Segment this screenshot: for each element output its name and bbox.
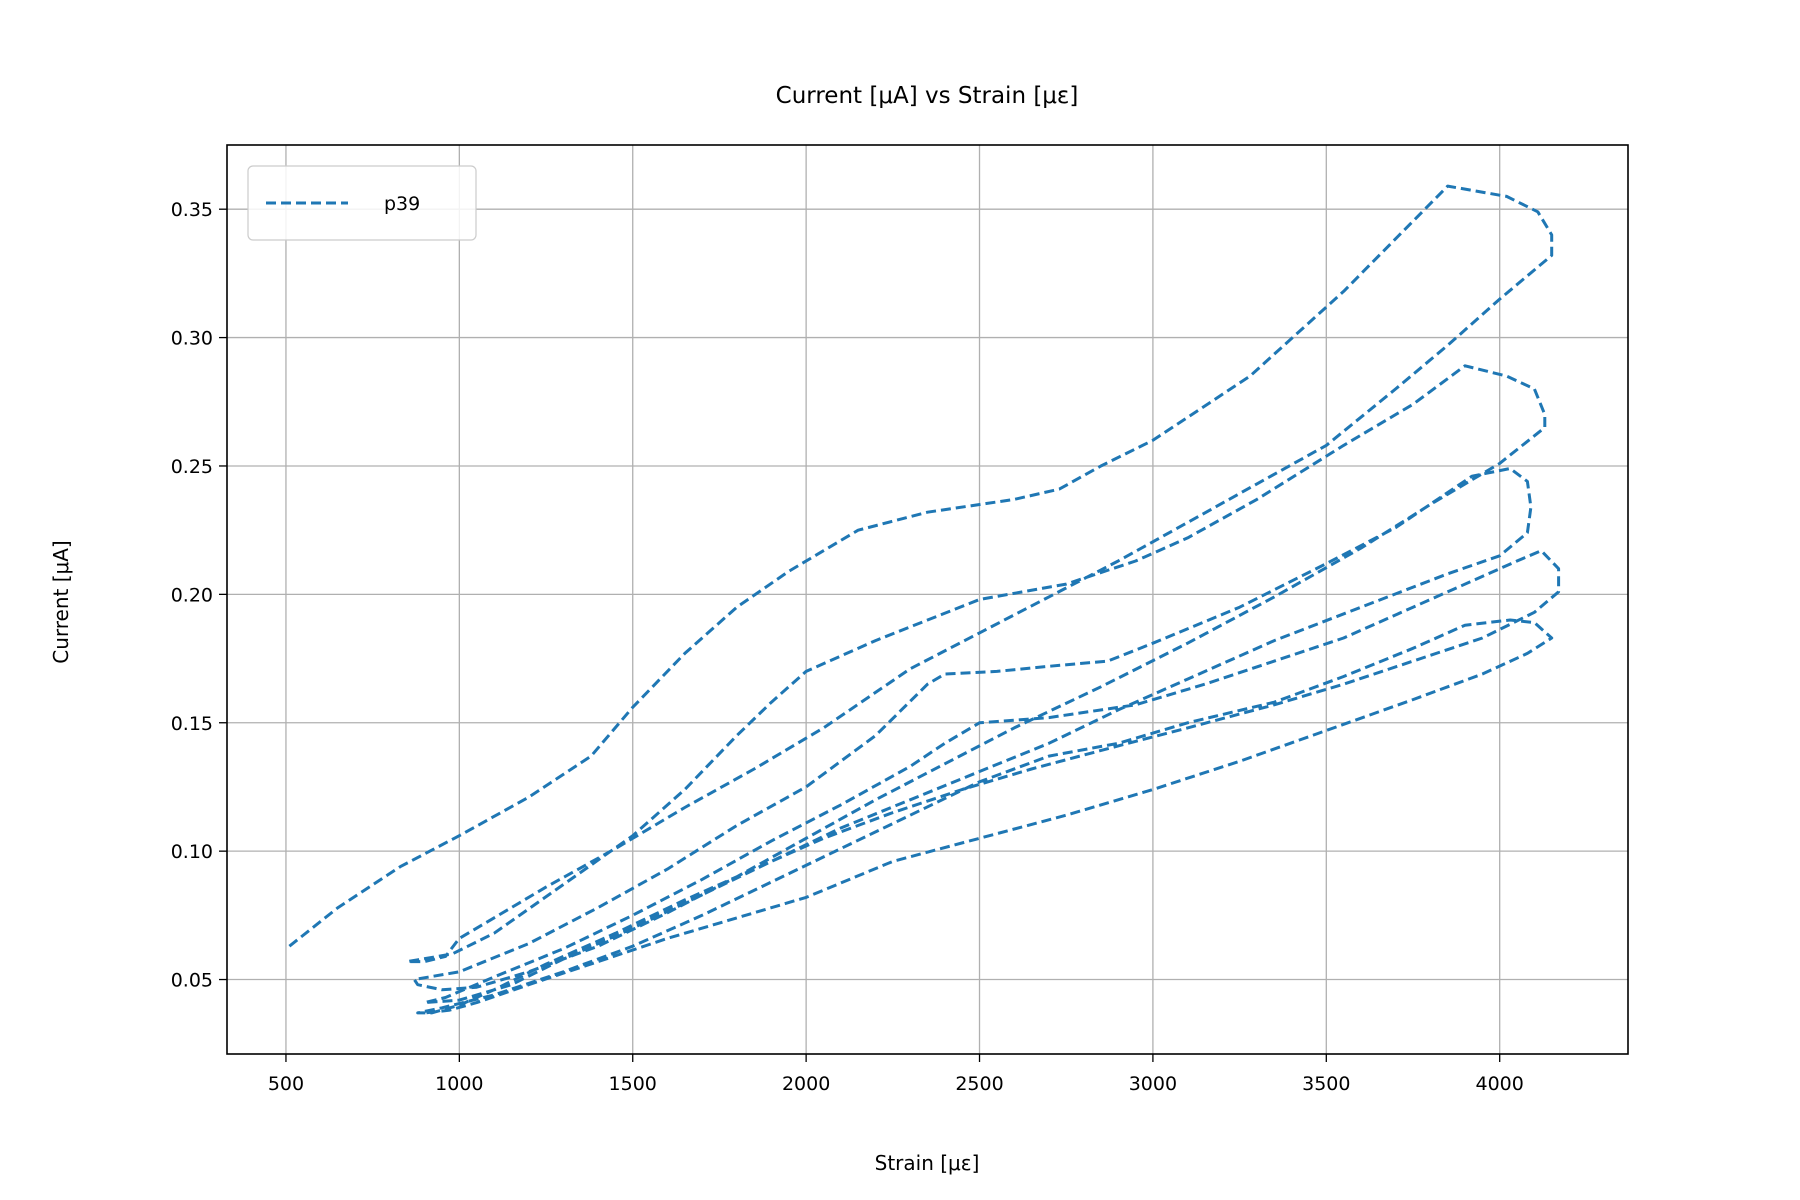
y-tick-label: 0.25 [171, 456, 213, 478]
series-line-p39 [288, 184, 1561, 1015]
x-axis-ticks: 500 1000 1500 2000 2500 3000 3500 4000 [268, 1054, 1524, 1095]
x-tick-label: 2000 [782, 1073, 830, 1095]
y-tick-label: 0.10 [171, 841, 213, 863]
y-tick-label: 0.30 [171, 328, 213, 350]
y-axis-ticks: 0.05 0.10 0.15 0.20 0.25 0.30 0.35 [171, 199, 227, 992]
y-axis-label: Current [μA] [49, 540, 73, 664]
legend: p39 [247, 165, 477, 241]
y-tick-label: 0.35 [171, 199, 213, 221]
x-axis-label: Strain [με] [875, 1151, 980, 1175]
x-tick-label: 3500 [1302, 1073, 1350, 1095]
x-tick-label: 3000 [1129, 1073, 1177, 1095]
y-tick-label: 0.20 [171, 584, 213, 606]
legend-box [247, 165, 477, 241]
plot-area-frame [226, 144, 1629, 1055]
x-tick-label: 1000 [435, 1073, 483, 1095]
y-tick-label: 0.05 [171, 970, 213, 992]
series-layer [288, 184, 1561, 1015]
legend-label-p39: p39 [384, 193, 420, 215]
x-tick-label: 500 [268, 1073, 304, 1095]
y-tick-label: 0.15 [171, 713, 213, 735]
x-tick-label: 2500 [955, 1073, 1003, 1095]
x-tick-label: 1500 [609, 1073, 657, 1095]
chart-title: Current [μA] vs Strain [με] [776, 83, 1079, 109]
x-tick-label: 4000 [1476, 1073, 1524, 1095]
